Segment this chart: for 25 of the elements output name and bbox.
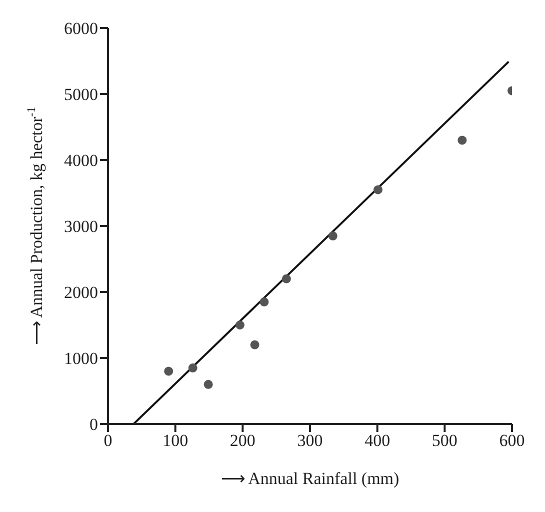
point xyxy=(204,380,213,389)
x-axis-title: ⟶ Annual Rainfall (mm) xyxy=(220,469,400,488)
y-tick-label: 1000 xyxy=(64,349,98,368)
point xyxy=(458,136,467,145)
y-tick-label: 4000 xyxy=(64,151,98,170)
y-tick-label: 0 xyxy=(90,415,98,434)
x-tick-label: 100 xyxy=(162,431,188,450)
point xyxy=(250,340,260,350)
y-tick-label: 5000 xyxy=(64,85,98,104)
point xyxy=(235,320,244,330)
point xyxy=(164,366,174,376)
y-tick-label: 2000 xyxy=(64,283,98,302)
point xyxy=(282,274,291,284)
x-tick-label: 400 xyxy=(364,431,390,450)
x-tick-label: 200 xyxy=(230,431,256,450)
x-tick-label: 300 xyxy=(297,431,323,450)
point xyxy=(188,363,198,372)
x-tick-label: 500 xyxy=(432,431,458,450)
point xyxy=(328,231,338,240)
x-tick-label: 600 xyxy=(499,431,525,450)
x-tick-label: 0 xyxy=(104,431,112,450)
point xyxy=(260,297,269,306)
y-tick-label: 3000 xyxy=(64,217,98,236)
y-tick-label: 6000 xyxy=(64,19,98,38)
point xyxy=(374,185,383,194)
